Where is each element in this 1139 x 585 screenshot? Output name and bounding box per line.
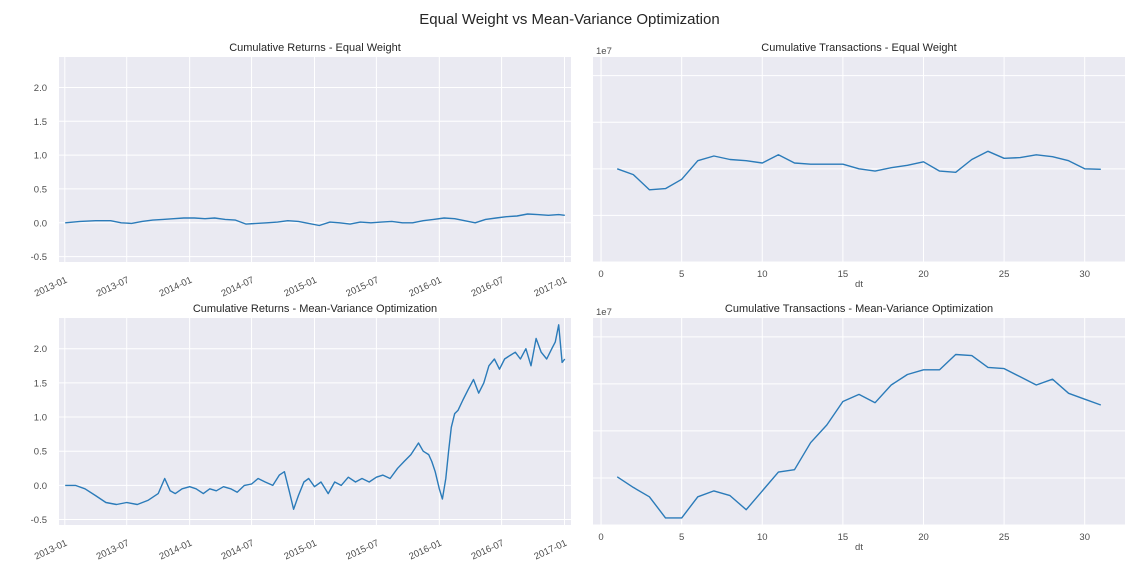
x-tick-label: 2013-07 [95, 538, 131, 563]
y-tick-label: 0.5 [34, 447, 47, 458]
x-tick-label: 10 [757, 269, 768, 280]
series-line [65, 324, 566, 510]
series-line [616, 353, 1102, 519]
x-tick-label: 2015-07 [344, 538, 380, 563]
x-tick-label: 30 [1079, 532, 1090, 543]
x-tick-label: 2014-01 [158, 538, 194, 563]
x-tick-label: 5 [679, 269, 684, 280]
figure-title: Equal Weight vs Mean-Variance Optimizati… [419, 11, 720, 28]
x-tick-label: 30 [1079, 269, 1090, 280]
x-tick-label: 2017-01 [533, 538, 569, 563]
y-tick-label: -0.5 [31, 515, 47, 526]
x-tick-label: 0 [598, 532, 603, 543]
x-tick-label: 2016-01 [407, 275, 443, 300]
x-tick-label: 2014-07 [220, 538, 256, 563]
y-tick-label: 2.0 [34, 83, 47, 94]
plot-area [59, 57, 571, 262]
series-line [65, 213, 565, 227]
chart-panel-ret_mv: 2013-01 2013-07 2014-01 2014-07 2015-01 2015-… [31, 303, 571, 562]
plot-area [593, 57, 1125, 262]
y-tick-label: -0.5 [31, 252, 47, 263]
y-tick-label: 1.5 [34, 117, 47, 128]
chart-title: Cumulative Returns - Mean-Variance Optim… [193, 303, 437, 315]
x-tick-label: 20 [918, 532, 929, 543]
x-tick-label: 2017-01 [533, 275, 569, 300]
y-tick-label: 0.5 [34, 184, 47, 195]
x-tick-label: 20 [918, 269, 929, 280]
chart-panel-tx_eq: 0 5 10 15 20 25 30 1e7 Cumulative Transactions -… [593, 42, 1125, 290]
x-tick-label: 2016-07 [470, 538, 506, 563]
x-tick-label: 25 [999, 269, 1010, 280]
y-tick-label: 1.0 [34, 413, 47, 424]
axis-offset-label: 1e7 [596, 307, 612, 318]
x-tick-label: 2016-07 [470, 275, 506, 300]
x-tick-label: 2015-01 [282, 538, 318, 563]
x-tick-label: 2014-01 [158, 275, 194, 300]
x-tick-label: 15 [838, 269, 849, 280]
chart-panel-ret_eq: 2013-01 2013-07 2014-01 2014-07 2015-01 2015-… [31, 42, 571, 299]
y-tick-label: 0.0 [34, 481, 47, 492]
y-tick-label: 1.0 [34, 151, 47, 162]
y-tick-label: 2.0 [34, 344, 47, 355]
plot-area [59, 318, 571, 525]
plot-area [593, 318, 1125, 525]
x-tick-label: 2013-01 [33, 275, 69, 300]
y-tick-label: 0.0 [34, 218, 47, 229]
chart-title: Cumulative Transactions - Mean-Variance … [725, 303, 993, 315]
chart-panel-tx_mv: 0 5 10 15 20 25 30 1e7 Cumulative Transactions -… [593, 303, 1125, 553]
x-tick-label: 2013-07 [95, 275, 131, 300]
x-tick-label: 2014-07 [220, 275, 256, 300]
x-tick-label: 5 [679, 532, 684, 543]
x-tick-label: 2015-07 [344, 275, 380, 300]
x-tick-label: 0 [598, 269, 603, 280]
x-tick-label: 15 [838, 532, 849, 543]
y-tick-label: 1.5 [34, 378, 47, 389]
x-axis-label: dt [855, 279, 863, 290]
x-tick-label: 10 [757, 532, 768, 543]
series-line [616, 150, 1101, 191]
chart-title: Cumulative Returns - Equal Weight [229, 42, 401, 54]
chart-title: Cumulative Transactions - Equal Weight [761, 42, 956, 54]
x-tick-label: 2015-01 [282, 275, 318, 300]
axis-offset-label: 1e7 [596, 46, 612, 57]
x-axis-label: dt [855, 542, 863, 553]
x-tick-label: 2016-01 [407, 538, 443, 563]
x-tick-label: 25 [999, 532, 1010, 543]
x-tick-label: 2013-01 [33, 538, 69, 563]
